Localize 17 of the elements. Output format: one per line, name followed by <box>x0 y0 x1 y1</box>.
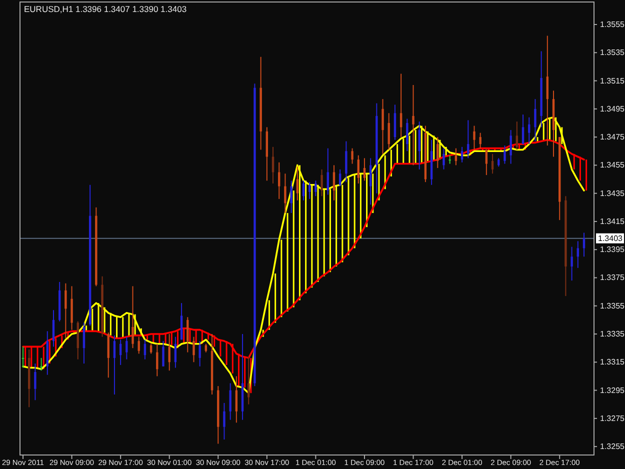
y-tick-label: 1.3415 <box>600 216 625 226</box>
y-tick-label: 1.3335 <box>600 330 625 339</box>
y-tick-label: 1.3435 <box>600 188 625 198</box>
y-tick-label: 1.3555 <box>600 20 625 30</box>
y-tick-label: 1.3375 <box>600 273 625 282</box>
y-tick-label: 1.3535 <box>600 48 625 58</box>
y-tick-label: 1.3275 <box>600 414 625 423</box>
y-tick-label: 1.3315 <box>600 358 625 367</box>
y-tick-label: 1.3495 <box>600 104 625 114</box>
y-tick-label: 1.3455 <box>600 160 625 170</box>
y-tick-label: 1.3395 <box>600 245 625 254</box>
y-tick-label: 1.3295 <box>600 386 625 395</box>
y-tick-label: 1.3475 <box>600 132 625 142</box>
chart-title: EURUSD,H1 1.3396 1.3407 1.3390 1.3403 <box>24 4 187 14</box>
y-tick-label: 1.3255 <box>600 442 625 452</box>
y-tick-label: 1.3355 <box>600 301 625 310</box>
y-tick-label: 1.3515 <box>600 76 625 86</box>
